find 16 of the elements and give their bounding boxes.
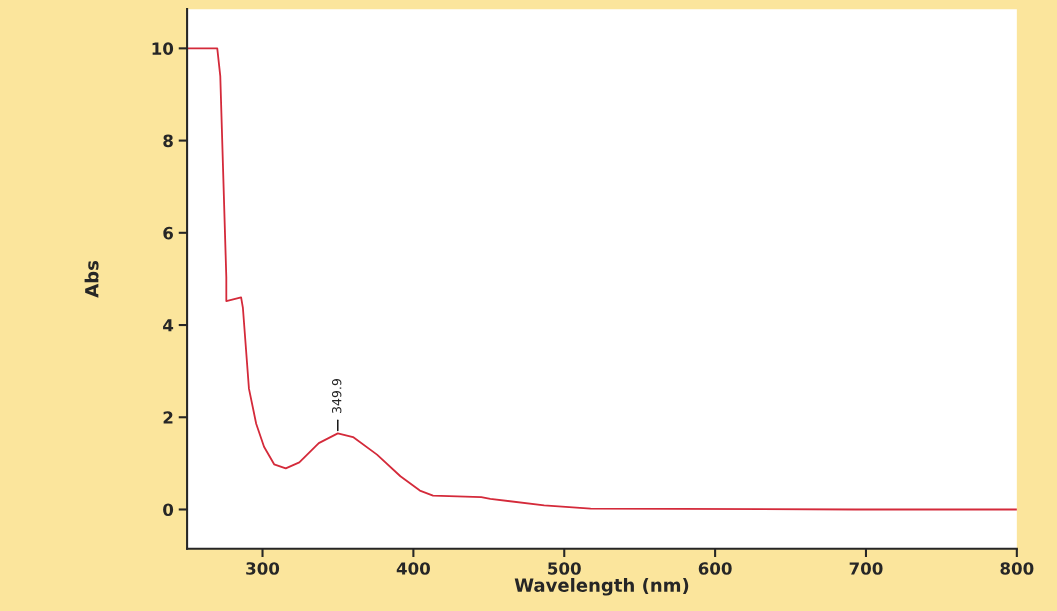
x-tick-label: 400 [396, 562, 430, 575]
y-tick-label: 4 [163, 319, 174, 332]
x-tick-label: 300 [246, 562, 280, 575]
x-tick-label: 800 [1000, 562, 1034, 575]
x-tick-label: 500 [548, 562, 581, 575]
annotation: 349.9 [331, 379, 342, 413]
line-series [187, 47, 1017, 511]
y-tick-label: 2 [163, 411, 173, 424]
y-tick-label: 6 [163, 226, 173, 240]
y-tick-label: 0 [163, 503, 174, 517]
y-axis-title: Abs [84, 260, 99, 298]
x-tick-label: 600 [698, 562, 732, 575]
x-axis-title: Wavelength (nm) [514, 578, 689, 596]
y-tick-label: 8 [163, 134, 173, 148]
x-tick-label: 700 [849, 562, 883, 575]
y-tick-label: 10 [152, 42, 174, 55]
